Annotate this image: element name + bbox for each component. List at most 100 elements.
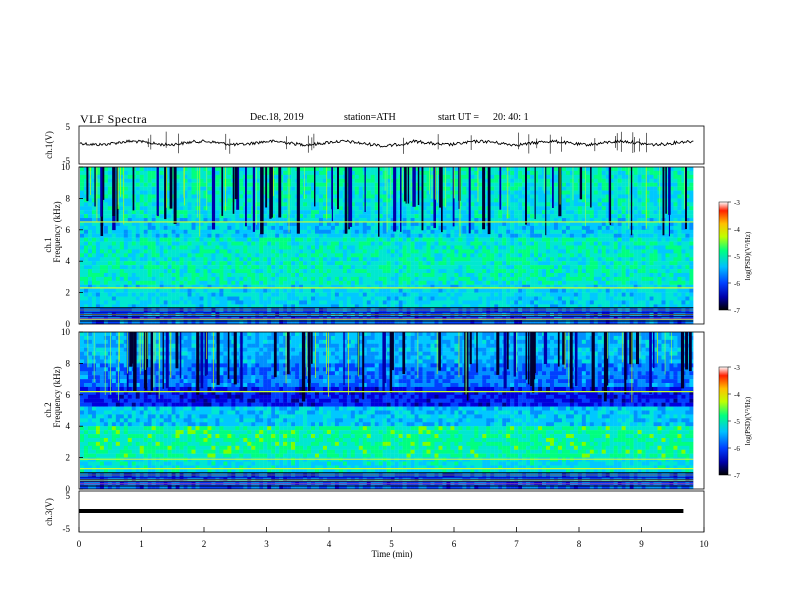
spec-cell [422, 300, 427, 305]
spec-cell [311, 190, 316, 195]
spec-cell [91, 214, 97, 219]
spec-cell [398, 316, 403, 321]
spec-cell [442, 194, 447, 199]
spec-cell [187, 178, 192, 183]
spec-cell [342, 300, 348, 305]
spec-cell [350, 233, 356, 238]
spec-cell [283, 280, 288, 285]
spec-cell [526, 229, 531, 234]
spec-cell [271, 288, 276, 293]
spec-cell [402, 284, 407, 289]
spec-cell [553, 280, 559, 285]
spec-cell [382, 284, 387, 289]
spec-cell [454, 304, 459, 309]
spec-cell [131, 237, 136, 242]
spec-cell [231, 316, 236, 321]
spec-cell [91, 167, 97, 172]
spec-cell [430, 284, 435, 289]
spec-cell [223, 225, 228, 231]
spec-cell [227, 249, 232, 254]
spec-cell [203, 214, 208, 219]
spec-cell [311, 280, 316, 285]
spec-cell [494, 296, 499, 301]
spec-cell [80, 174, 85, 179]
spec-cell [183, 198, 188, 203]
spec-cell [538, 284, 543, 289]
spec-cell [394, 241, 399, 246]
spec-cell [450, 300, 455, 305]
spec-cell [494, 237, 499, 242]
spec-cell [318, 253, 324, 258]
spec-cell [155, 233, 160, 238]
spec-cell [143, 210, 148, 215]
spec-cell [370, 320, 375, 325]
spec-cell [123, 178, 128, 183]
spec-cell [546, 300, 551, 305]
spec-cell [522, 218, 527, 223]
spec-cell [494, 257, 499, 262]
spec-cell [314, 210, 320, 215]
spec-cell [211, 257, 216, 262]
spec-cell [446, 186, 451, 191]
spec-cell [422, 265, 427, 270]
spec-cell [255, 221, 260, 227]
spec-cell [251, 320, 256, 325]
spec-cell [183, 257, 188, 262]
spec-cell [478, 269, 483, 274]
spec-cell [486, 253, 491, 258]
spec-cell [498, 229, 503, 234]
spec-cell [338, 265, 344, 270]
spec-cell [510, 280, 515, 285]
spec-cell [127, 202, 132, 207]
spec-cell [175, 190, 180, 195]
spec-cell [561, 269, 567, 274]
spec-cell [203, 296, 208, 301]
spec-cell [314, 320, 320, 325]
spec-cell [410, 221, 415, 227]
spec-cell [139, 206, 144, 211]
spec-cell [227, 304, 232, 309]
spec-cell [299, 241, 304, 246]
spec-cell [179, 265, 184, 270]
spec-cell [398, 253, 403, 258]
spec-cell [382, 288, 387, 293]
spec-cell [438, 320, 443, 325]
spec-cell [522, 202, 527, 207]
spec-cell [103, 214, 109, 219]
spec-cell [390, 210, 395, 215]
spec-cell [518, 198, 523, 203]
spec-cell [490, 269, 495, 274]
spec-cell [95, 202, 101, 207]
spec-cell [119, 218, 125, 223]
spec-cell [462, 198, 467, 203]
spec-cell [167, 241, 172, 246]
spec-cell [215, 194, 220, 199]
spec-cell [303, 300, 308, 305]
spec-cell [490, 249, 495, 254]
spec-cell [80, 276, 85, 282]
spec-cell [394, 198, 399, 203]
spec-cell [195, 237, 200, 242]
spec-cell [111, 276, 117, 282]
spec-cell [83, 253, 89, 258]
spec-cell [410, 245, 415, 250]
spec-cell [414, 210, 419, 215]
spec-cell [450, 245, 455, 250]
spec-cell [474, 214, 479, 219]
spec-cell [159, 265, 164, 270]
spec-cell [506, 280, 511, 285]
spec-cell [498, 210, 503, 215]
spec-cell [354, 284, 359, 289]
spec-cell [295, 304, 300, 309]
spec-cell [155, 257, 160, 262]
spec-cell [434, 218, 439, 223]
spec-cell [318, 214, 324, 219]
spec-cell [207, 198, 212, 203]
spec-cell [494, 265, 499, 270]
spec-cell [87, 182, 93, 187]
spec-cell [466, 288, 471, 293]
spec-cell [279, 284, 284, 289]
spec-cell [187, 225, 192, 231]
spec-cell [358, 300, 363, 305]
spec-cell [291, 186, 296, 191]
